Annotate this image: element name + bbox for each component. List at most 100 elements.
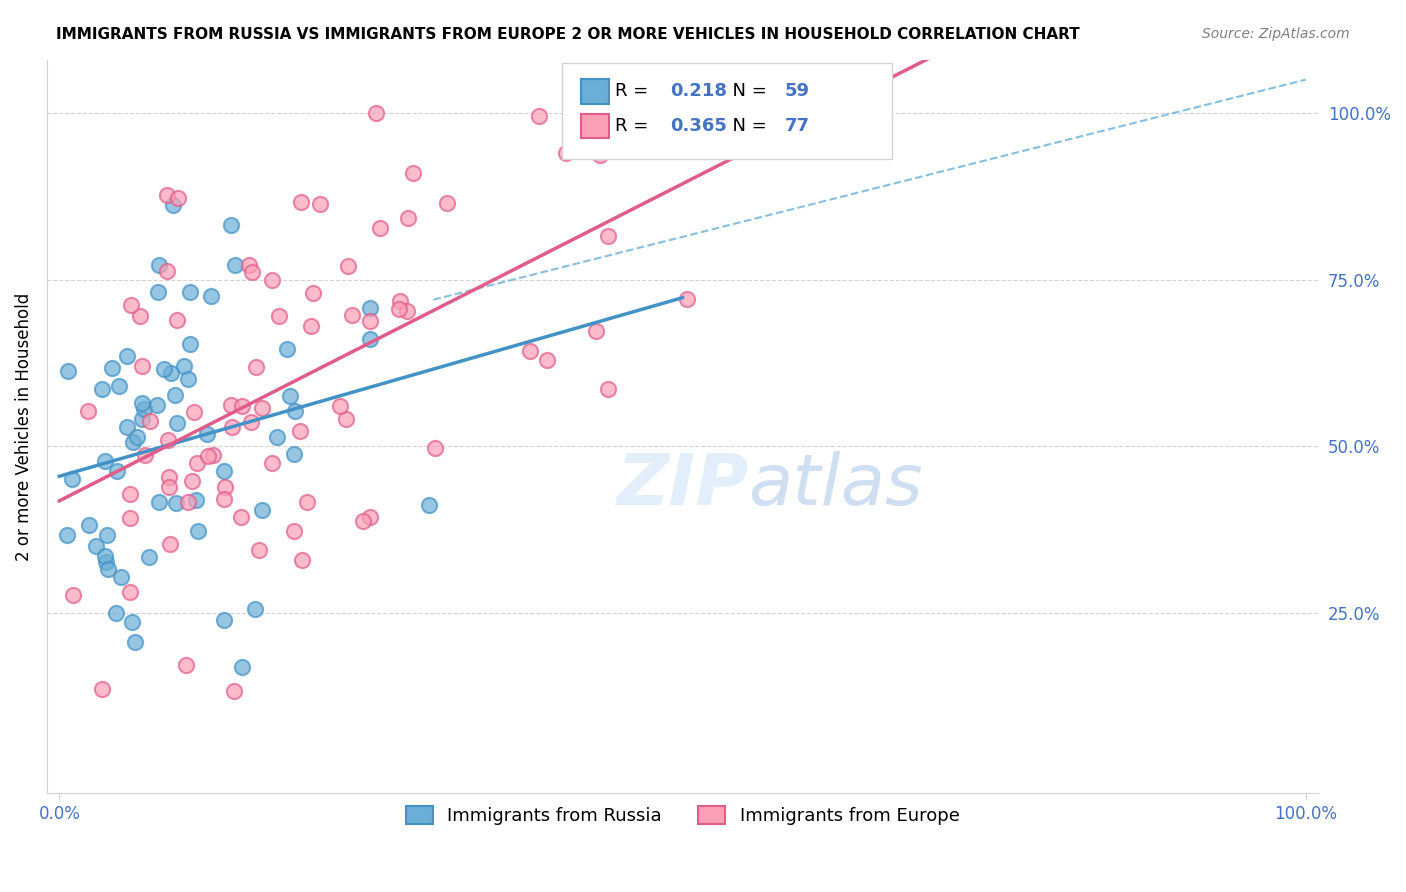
Point (589, 148, 612, 162)
Point (186, 456, 208, 470)
Point (94, 555, 117, 569)
Point (364, 106, 387, 120)
Point (138, 549, 160, 564)
Point (352, 514, 374, 528)
Text: 59: 59 (785, 82, 810, 100)
Point (418, 498, 440, 512)
Point (166, 313, 188, 327)
Point (340, 308, 363, 322)
Point (110, 570, 132, 584)
Point (131, 396, 153, 410)
Point (222, 684, 245, 698)
Point (97, 562, 120, 576)
Point (245, 602, 267, 616)
Point (388, 294, 411, 309)
FancyBboxPatch shape (581, 114, 609, 138)
Point (396, 304, 419, 318)
Point (148, 495, 170, 509)
Point (586, 106, 609, 120)
Point (335, 412, 357, 426)
Point (156, 433, 179, 447)
Point (555, 145, 578, 160)
Point (359, 510, 381, 524)
Point (139, 414, 162, 428)
Point (299, 319, 322, 334)
Point (62, 588, 84, 602)
Point (115, 349, 138, 363)
Point (337, 259, 360, 273)
Point (173, 359, 195, 374)
Point (596, 382, 619, 396)
Point (157, 470, 180, 484)
Point (60, 472, 83, 486)
Point (388, 301, 411, 316)
Point (598, 228, 620, 243)
Point (157, 480, 180, 494)
Point (197, 449, 219, 463)
Point (284, 403, 307, 417)
Point (186, 492, 208, 507)
Point (262, 273, 284, 287)
Point (177, 494, 200, 508)
Point (124, 634, 146, 648)
Point (214, 491, 236, 506)
Text: R =: R = (616, 117, 654, 135)
Point (368, 221, 391, 235)
Point (100, 361, 122, 376)
Point (127, 430, 149, 444)
Point (200, 289, 222, 303)
Point (166, 416, 188, 430)
Point (77, 404, 100, 418)
Point (156, 187, 179, 202)
Text: 0.365: 0.365 (669, 117, 727, 135)
Point (128, 310, 150, 324)
Point (229, 509, 252, 524)
Point (214, 480, 236, 494)
Point (231, 399, 253, 413)
Point (174, 658, 197, 673)
Point (359, 332, 381, 346)
Point (239, 415, 262, 429)
Point (219, 398, 242, 412)
Point (153, 362, 176, 376)
Point (214, 614, 236, 628)
Point (131, 359, 153, 374)
Point (329, 400, 352, 414)
Point (132, 402, 155, 417)
FancyBboxPatch shape (562, 63, 893, 159)
Point (359, 301, 381, 315)
Point (425, 441, 447, 455)
Point (94, 454, 117, 468)
Point (162, 198, 184, 212)
Point (120, 298, 142, 312)
Point (240, 265, 263, 279)
Point (121, 435, 143, 450)
Point (179, 336, 201, 351)
Point (56, 527, 79, 541)
Point (585, 324, 607, 338)
Point (131, 412, 153, 426)
Point (96, 528, 118, 542)
Point (283, 524, 305, 539)
Text: N =: N = (721, 117, 772, 135)
Point (156, 264, 179, 278)
Point (120, 585, 142, 599)
Point (166, 191, 188, 205)
Point (179, 285, 201, 299)
Point (221, 420, 243, 434)
Point (91, 382, 114, 396)
Text: Source: ZipAtlas.com: Source: ZipAtlas.com (1202, 27, 1350, 41)
Point (309, 196, 332, 211)
Point (120, 511, 142, 525)
Point (269, 309, 291, 323)
Point (183, 405, 205, 419)
Point (134, 448, 156, 462)
Point (187, 524, 209, 538)
Point (676, 292, 699, 306)
Point (247, 542, 270, 557)
Point (181, 474, 204, 488)
Point (108, 378, 131, 392)
Point (396, 211, 419, 226)
FancyBboxPatch shape (581, 79, 609, 103)
Point (290, 425, 312, 439)
